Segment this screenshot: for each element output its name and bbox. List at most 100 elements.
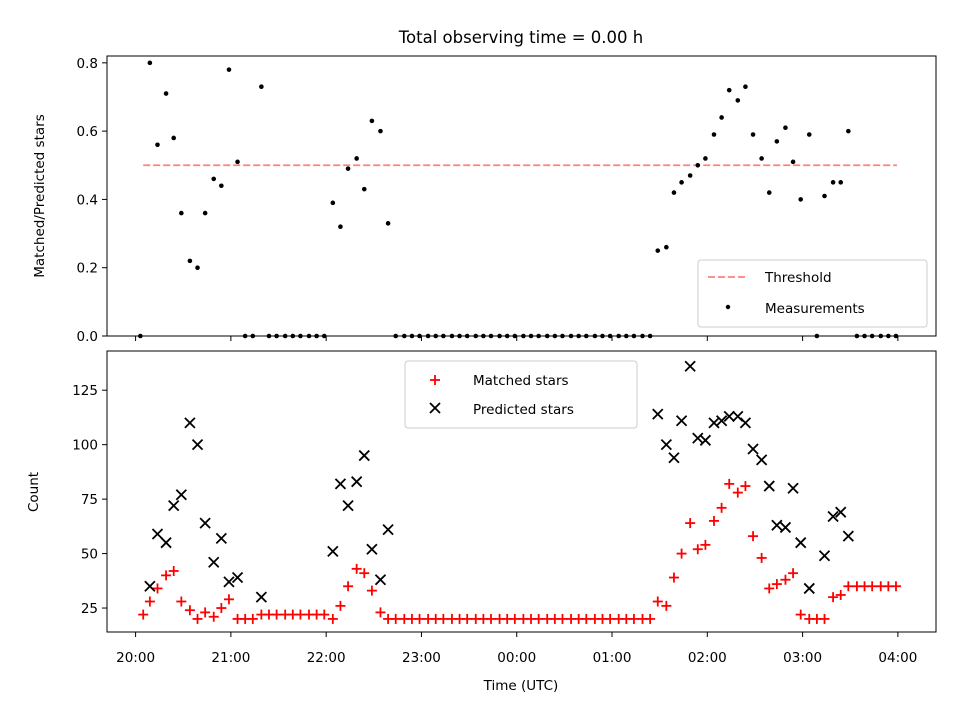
matched-star-point — [700, 539, 711, 550]
top-plot-frame — [106, 55, 937, 337]
matched-star-point — [645, 613, 656, 624]
matched-star-point — [533, 613, 544, 624]
matched-star-point — [756, 552, 767, 563]
measurement-point — [750, 132, 756, 137]
predicted-star-point — [795, 537, 807, 549]
matched-star-point — [764, 583, 775, 594]
bottom-legend-box — [404, 360, 638, 429]
legend-measurements-label: Measurements — [765, 301, 865, 317]
matched-star-point — [414, 613, 425, 624]
predicted-star-point — [715, 415, 728, 427]
y-tick-label: 75 — [81, 492, 98, 508]
matched-star-point — [319, 609, 330, 620]
matched-star-point — [708, 515, 719, 526]
matched-star-point — [486, 613, 497, 624]
x-tick-label: 03:00 — [783, 650, 822, 666]
measurement-point — [369, 118, 375, 124]
matched-star-point — [843, 581, 854, 592]
measurement-point — [806, 132, 812, 137]
predicted-star-point — [184, 417, 196, 429]
legend-matched-label: Matched stars — [473, 373, 569, 389]
predicted-star-point — [208, 556, 220, 568]
y-tick-label: 25 — [81, 601, 98, 617]
predicted-star-point — [327, 545, 339, 558]
matched-star-point — [628, 613, 639, 624]
predicted-star-point — [191, 439, 204, 451]
measurement-point — [774, 139, 780, 144]
measurement-point — [703, 156, 708, 161]
legend-predicted-swatch — [429, 402, 441, 414]
matched-star-point — [676, 548, 687, 559]
predicted-star-point — [223, 576, 235, 588]
matched-star-point — [200, 607, 211, 618]
bottom-y-axis-label: Count — [26, 472, 42, 512]
bottom-legend: Matched stars Predicted stars — [404, 360, 638, 429]
matched-star-point — [295, 609, 306, 620]
x-tick-label: 01:00 — [593, 650, 632, 666]
matched-star-point — [605, 613, 616, 624]
predicted-star-point — [334, 478, 347, 490]
top-y-ticks: 0.0 0.2 0.4 0.6 0.8 — [77, 56, 107, 345]
predicted-star-point — [231, 571, 244, 584]
predicted-star-point — [803, 582, 815, 595]
measurement-point — [219, 183, 224, 189]
measurement-point — [226, 67, 232, 72]
legend-matched-swatch — [430, 375, 440, 385]
predicted-star-point — [199, 517, 211, 529]
predicted-star-point — [175, 489, 187, 501]
matched-star-point — [462, 613, 473, 624]
bottom-y-ticks: 25 50 75 100 125 — [72, 383, 107, 617]
measurement-point — [664, 244, 669, 250]
measurement-point — [385, 221, 391, 226]
measurement-point — [202, 210, 208, 216]
predicted-star-point — [739, 417, 752, 429]
predicted-star-point — [675, 415, 688, 427]
top-panel: 0.00.20.40.60.8 Matched/Predicted stars … — [32, 55, 937, 345]
measurement-point — [671, 190, 677, 195]
matched-star-point — [557, 613, 568, 624]
matched-star-point — [685, 518, 696, 529]
measurement-point — [759, 156, 764, 161]
top-x-ticks — [135, 336, 899, 341]
matched-star-point — [223, 594, 234, 605]
predicted-star-point — [787, 482, 799, 494]
predicted-star-point — [747, 443, 759, 455]
x-tick-label: 04:00 — [878, 650, 917, 666]
matched-star-point — [138, 609, 149, 620]
predicted-star-point — [168, 500, 180, 512]
predicted-star-point — [755, 454, 768, 466]
y-tick-label: 0.8 — [77, 56, 98, 72]
measurement-point — [695, 162, 701, 168]
measurement-point — [354, 156, 359, 161]
legend-measurements-swatch — [725, 304, 731, 310]
matched-star-point — [581, 613, 592, 624]
measurement-point — [361, 186, 367, 192]
matched-star-point — [335, 600, 346, 611]
matched-star-point — [216, 603, 227, 614]
measurement-point — [766, 190, 772, 195]
matched-star-point — [390, 613, 401, 624]
measurement-point — [830, 180, 836, 185]
top-legend: Threshold Measurements — [697, 259, 928, 328]
matched-star-point — [780, 574, 791, 585]
matched-star-point — [247, 613, 258, 624]
y-tick-label: 100 — [72, 438, 98, 454]
measurement-point — [687, 173, 693, 178]
matched-star-point — [828, 592, 839, 603]
measurement-point — [711, 132, 717, 137]
matched-star-point — [668, 572, 679, 583]
predicted-star-point — [652, 408, 664, 420]
predicted-star-point — [374, 574, 387, 586]
measurement-point — [719, 115, 724, 120]
matched-star-point — [748, 531, 759, 542]
matched-star-point — [652, 596, 663, 607]
measurement-point — [822, 193, 827, 199]
predicted-star-point — [771, 519, 783, 531]
measurement-point — [147, 60, 153, 66]
measurement-point — [726, 87, 732, 93]
y-tick-label: 0.4 — [77, 192, 98, 208]
bottom-x-ticks: 20:00 21:00 22:00 23:00 00:00 01:00 02:00 03:00… — [116, 632, 917, 666]
predicted-star-point — [684, 360, 696, 372]
matched-star-point — [692, 544, 703, 555]
measurement-point — [211, 176, 217, 182]
